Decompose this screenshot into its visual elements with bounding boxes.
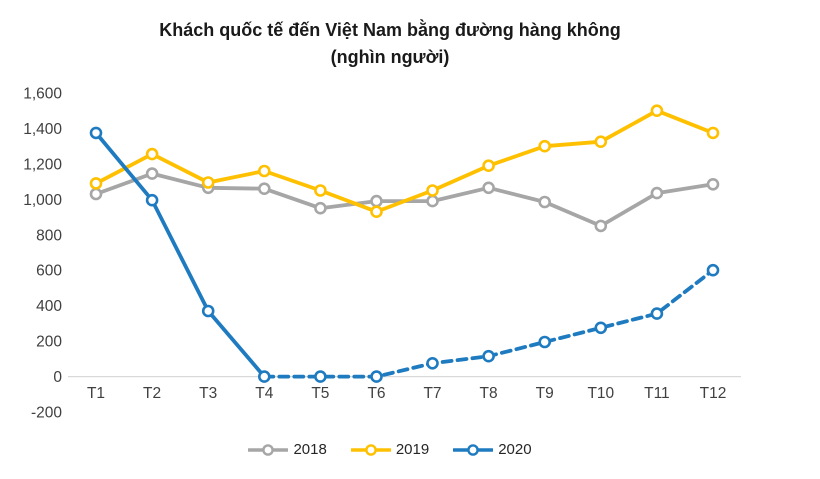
data-point-marker	[706, 263, 720, 277]
legend-label: 2020	[498, 441, 532, 458]
data-point-marker	[706, 178, 720, 191]
legend-label: 2019	[395, 441, 430, 458]
data-point-marker	[201, 304, 215, 318]
data-point-marker	[538, 335, 552, 349]
data-point-marker	[89, 126, 103, 140]
x-axis-tick-label: T8	[480, 385, 498, 402]
x-axis-tick-label: T12	[700, 385, 727, 402]
data-point-marker	[89, 177, 103, 190]
x-axis-tick-label: T6	[367, 385, 385, 402]
chart-subtitle: (nghìn người)	[330, 47, 450, 67]
data-point-marker	[314, 184, 327, 197]
y-axis-tick-label: 1,000	[23, 192, 62, 209]
legend-item-2019: 2019	[350, 441, 430, 458]
data-point-marker	[594, 321, 608, 335]
data-point-marker	[482, 159, 495, 172]
data-point-marker	[257, 164, 271, 178]
chart-title: Khách quốc tế đến Việt Nam bằng đường hà…	[159, 20, 621, 40]
x-axis-tick-label: T5	[311, 385, 329, 402]
data-point-marker	[314, 201, 327, 215]
x-axis-tick-label: T10	[587, 385, 614, 402]
data-point-marker	[650, 307, 664, 320]
legend-item-2018: 2018	[248, 441, 327, 458]
data-point-marker	[89, 187, 103, 201]
legend-swatch-icon	[350, 443, 391, 456]
x-axis-tick-label: T3	[199, 385, 217, 402]
data-point-marker	[201, 176, 215, 189]
data-point-marker	[370, 205, 383, 218]
data-point-marker	[257, 182, 271, 195]
y-axis-tick-label: 1,400	[23, 121, 62, 138]
chart-legend: 2018 2019 2020	[0, 441, 820, 458]
data-point-marker	[650, 104, 664, 118]
data-point-marker	[426, 194, 439, 208]
line-chart: 1,600 1,400 1,200 1,000 800 600 400 200 0 -200 T1 T…	[23, 86, 741, 422]
data-point-marker	[145, 167, 159, 180]
data-point-marker	[426, 184, 439, 197]
data-point-marker	[594, 135, 608, 149]
series-line	[94, 108, 715, 214]
data-point-marker	[257, 370, 271, 383]
y-axis-tick-label: 200	[36, 334, 62, 351]
data-point-marker	[370, 194, 383, 208]
x-axis-tick-label: T9	[536, 385, 554, 402]
data-point-marker	[538, 195, 552, 209]
data-point-marker	[426, 356, 439, 370]
legend-label: 2018	[293, 441, 327, 458]
data-point-marker	[538, 139, 552, 153]
y-axis-tick-label: 1,200	[23, 156, 62, 173]
y-axis-tick-label: 600	[36, 263, 62, 280]
y-axis-tick-label: 400	[36, 298, 62, 315]
y-axis-tick-label: 0	[53, 369, 62, 386]
data-point-marker	[482, 349, 495, 363]
legend-item-2020: 2020	[453, 441, 532, 458]
y-axis-tick-label: 800	[36, 227, 62, 244]
x-axis-tick-label: T4	[255, 385, 273, 402]
legend-swatch-icon	[453, 443, 494, 456]
y-axis-tick-label: 1,600	[23, 86, 62, 103]
data-point-marker	[370, 370, 383, 383]
data-point-marker	[706, 126, 720, 140]
data-point-marker	[145, 193, 159, 207]
chart-header: Khách quốc tế đến Việt Nam bằng đường hà…	[0, 0, 820, 71]
data-point-marker	[650, 186, 664, 200]
series-line	[94, 131, 267, 379]
data-point-marker	[314, 370, 327, 383]
y-axis-tick-label: -200	[31, 405, 62, 422]
data-point-marker	[482, 181, 495, 195]
data-point-marker	[594, 219, 608, 233]
x-axis-tick-label: T1	[87, 385, 105, 402]
data-point-marker	[145, 147, 159, 161]
legend-swatch-icon	[248, 443, 289, 456]
x-axis-tick-label: T11	[644, 385, 670, 402]
x-axis-tick-label: T7	[423, 385, 441, 402]
x-axis-tick-label: T2	[143, 385, 161, 402]
